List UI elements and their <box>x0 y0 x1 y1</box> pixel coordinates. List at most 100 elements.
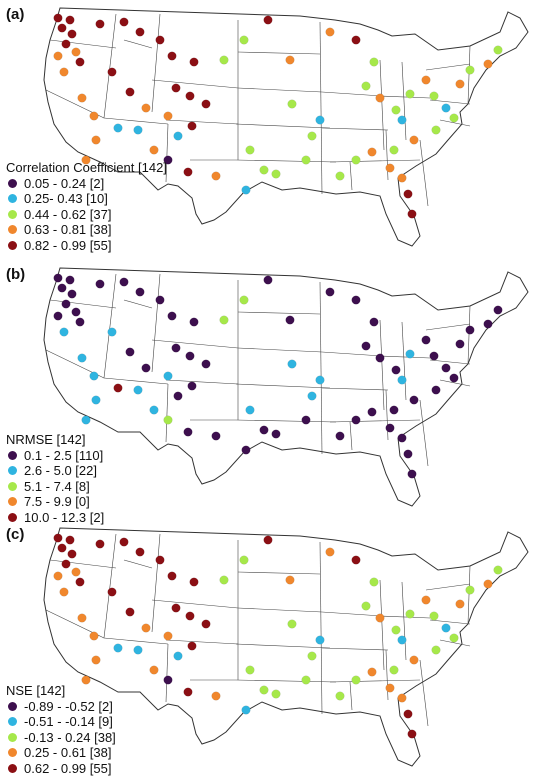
station-marker <box>421 335 431 345</box>
station-marker <box>149 665 159 675</box>
station-marker <box>75 317 85 327</box>
state-boundary <box>319 281 323 455</box>
station-marker <box>385 683 395 693</box>
state-boundary <box>425 583 471 591</box>
station-marker <box>431 125 441 135</box>
legend-swatch <box>8 209 17 219</box>
state-boundary <box>439 379 471 387</box>
station-marker <box>113 123 123 133</box>
state-boundary <box>379 579 385 671</box>
state-boundary <box>123 299 153 309</box>
station-marker <box>389 665 399 675</box>
station-marker <box>409 395 419 405</box>
us-map-c <box>43 527 529 767</box>
legend-a: Correlation Coefficient [142] 0.05 - 0.2… <box>6 160 167 253</box>
state-boundary <box>151 273 161 373</box>
station-marker <box>385 423 395 433</box>
station-marker <box>325 287 335 297</box>
station-marker <box>315 635 325 645</box>
state-boundary <box>123 39 153 49</box>
station-marker <box>53 311 63 321</box>
station-marker <box>59 587 69 597</box>
legend-swatch <box>8 732 17 742</box>
station-marker <box>241 705 251 715</box>
state-boundary <box>329 419 421 423</box>
state-boundary <box>49 559 117 569</box>
legend-item: 0.1 - 2.5 [110] <box>6 448 104 464</box>
station-marker <box>67 289 77 299</box>
legend-swatch <box>8 701 17 711</box>
legend-item: 0.82 - 0.99 [55] <box>6 238 167 254</box>
legend-label: 0.25 - 0.61 [38] <box>24 745 112 760</box>
station-marker <box>397 693 407 703</box>
legend-title-c: NSE [142] <box>6 683 66 698</box>
station-marker <box>271 169 281 179</box>
station-marker <box>65 535 75 545</box>
station-marker <box>367 407 377 417</box>
station-marker <box>389 145 399 155</box>
state-boundary <box>237 311 321 315</box>
state-boundary <box>151 599 239 609</box>
station-marker <box>245 665 255 675</box>
station-marker <box>95 539 105 549</box>
station-marker <box>407 469 417 479</box>
legend-item: 0.25 - 0.61 [38] <box>6 745 116 761</box>
us-border <box>43 7 529 247</box>
station-markers-c <box>53 533 503 739</box>
station-marker <box>369 57 379 67</box>
station-marker <box>403 189 413 199</box>
state-boundary <box>49 299 117 309</box>
station-marker <box>155 35 165 45</box>
legend-swatch <box>8 748 17 758</box>
station-marker <box>89 371 99 381</box>
state-boundary <box>385 389 389 441</box>
us-outline-a <box>43 7 529 247</box>
legend-item: 0.62 - 0.99 [55] <box>6 761 116 777</box>
station-marker <box>397 173 407 183</box>
station-marker <box>421 595 431 605</box>
state-boundary <box>439 639 471 647</box>
station-marker <box>107 67 117 77</box>
station-marker <box>301 155 311 165</box>
state-boundary <box>321 611 383 617</box>
legend-item: 5.1 - 7.4 [8] <box>6 479 104 495</box>
station-marker <box>405 89 415 99</box>
us-outline-b <box>43 267 529 507</box>
station-marker <box>307 651 317 661</box>
state-boundary <box>321 351 383 357</box>
state-boundary <box>349 161 353 191</box>
station-marker <box>107 587 117 597</box>
state-boundary <box>235 419 337 423</box>
station-marker <box>119 537 129 547</box>
station-marker <box>369 577 379 587</box>
station-marker <box>163 675 173 685</box>
legend-label: 0.05 - 0.24 [2] <box>24 175 105 191</box>
state-boundary <box>379 319 385 411</box>
state-boundary <box>329 159 421 163</box>
legend-item: 7.5 - 9.9 [0] <box>6 494 104 510</box>
station-marker <box>183 167 193 177</box>
station-marker <box>61 299 71 309</box>
station-marker <box>263 275 273 285</box>
station-marker <box>125 607 135 617</box>
us-outline-c <box>43 527 529 767</box>
legend-item: -0.13 - 0.24 [38] <box>6 730 116 746</box>
state-boundary <box>237 607 323 613</box>
station-marker <box>171 603 181 613</box>
station-marker <box>449 113 459 123</box>
station-marker <box>141 363 151 373</box>
station-marker <box>155 555 165 565</box>
station-marker <box>397 433 407 443</box>
panel-label-b: (b) <box>6 266 26 283</box>
state-boundary <box>319 21 323 195</box>
state-boundary <box>379 355 431 359</box>
station-marker <box>493 45 503 55</box>
station-marker <box>441 103 451 113</box>
state-boundary <box>151 533 161 633</box>
station-marker <box>113 383 123 393</box>
station-marker <box>91 395 101 405</box>
station-marker <box>239 35 249 45</box>
station-marker <box>367 147 377 157</box>
station-marker <box>287 99 297 109</box>
station-marker <box>89 631 99 641</box>
